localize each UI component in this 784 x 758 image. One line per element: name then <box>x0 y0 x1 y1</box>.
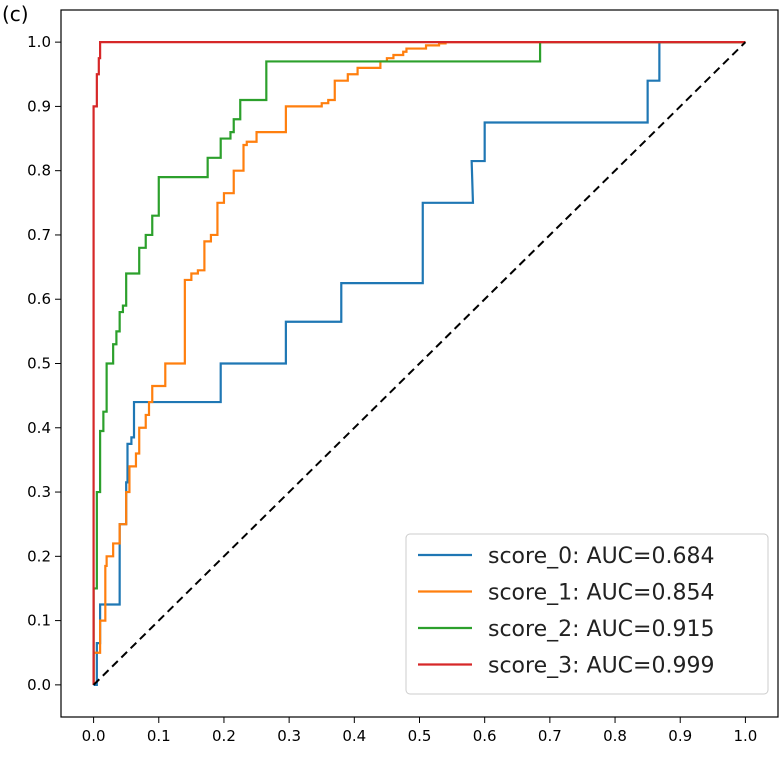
y-tick-label: 0.9 <box>27 97 51 115</box>
legend-label-score_1: score_1: AUC=0.854 <box>488 581 714 606</box>
x-tick-label: 0.2 <box>212 727 236 745</box>
x-tick-label: 0.1 <box>147 727 171 745</box>
legend-label-score_2: score_2: AUC=0.915 <box>488 617 714 642</box>
x-tick-label: 1.0 <box>733 727 757 745</box>
series-line-score_0 <box>93 41 746 686</box>
x-tick-label: 0.8 <box>603 727 627 745</box>
y-tick-label: 0.7 <box>27 226 51 244</box>
x-tick-label: 0.6 <box>473 727 497 745</box>
y-tick-label: 0.0 <box>27 676 51 694</box>
y-tick-label: 1.0 <box>27 33 51 51</box>
legend-label-score_3: score_3: AUC=0.999 <box>488 654 714 679</box>
y-tick-label: 0.2 <box>27 547 51 565</box>
y-tick-label: 0.8 <box>27 162 51 180</box>
series-line-score_2 <box>92 41 746 685</box>
y-tick-label: 0.1 <box>27 612 51 630</box>
series-line-chance <box>92 41 747 686</box>
series-line-score_3 <box>92 41 746 685</box>
legend-label-score_0: score_0: AUC=0.684 <box>488 544 714 569</box>
y-tick-label: 0.4 <box>27 419 51 437</box>
y-tick-label: 0.5 <box>27 355 51 373</box>
y-tick-label: 0.6 <box>27 290 51 308</box>
x-tick-label: 0.9 <box>668 727 692 745</box>
panel-label: (c) <box>2 2 29 26</box>
x-tick-label: 0.3 <box>277 727 301 745</box>
x-tick-label: 0.0 <box>82 727 106 745</box>
x-tick-label: 0.4 <box>342 727 366 745</box>
legend-box <box>405 533 769 695</box>
x-tick-label: 0.7 <box>538 727 562 745</box>
legend: score_0: AUC=0.684 score_1: AUC=0.854 scor… <box>405 533 769 695</box>
y-tick-label: 0.3 <box>27 483 51 501</box>
x-tick-label: 0.5 <box>408 727 432 745</box>
series-line-score_1 <box>92 41 746 685</box>
